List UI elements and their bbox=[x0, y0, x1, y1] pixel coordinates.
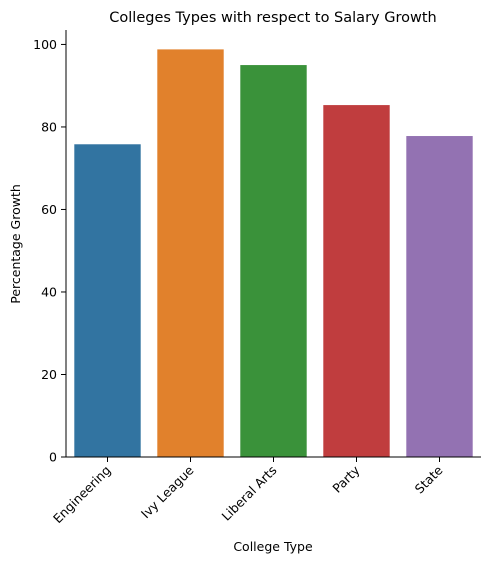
x-tick-label-liberal-arts: Liberal Arts bbox=[219, 463, 280, 524]
x-tick-label-engineering: Engineering bbox=[50, 463, 114, 527]
x-tick-label-ivy-league: Ivy League bbox=[138, 462, 197, 521]
bar-liberal-arts bbox=[240, 65, 307, 458]
x-axis-label: College Type bbox=[233, 539, 313, 554]
bar-engineering bbox=[74, 144, 141, 457]
y-axis-label: Percentage Growth bbox=[8, 184, 23, 304]
y-tick-label: 60 bbox=[41, 202, 57, 217]
x-tick-label-state: State bbox=[412, 462, 446, 496]
y-tick-label: 100 bbox=[33, 37, 57, 52]
y-tick-label: 80 bbox=[41, 119, 57, 134]
chart-title: Colleges Types with respect to Salary Gr… bbox=[109, 10, 436, 26]
y-tick-label: 20 bbox=[41, 367, 57, 382]
bar-state bbox=[406, 136, 473, 457]
y-tick-label: 0 bbox=[49, 450, 57, 465]
bar-party bbox=[323, 105, 390, 457]
x-tick-label-party: Party bbox=[329, 462, 363, 496]
bar-ivy-league bbox=[157, 49, 224, 457]
y-tick-label: 40 bbox=[41, 284, 57, 299]
